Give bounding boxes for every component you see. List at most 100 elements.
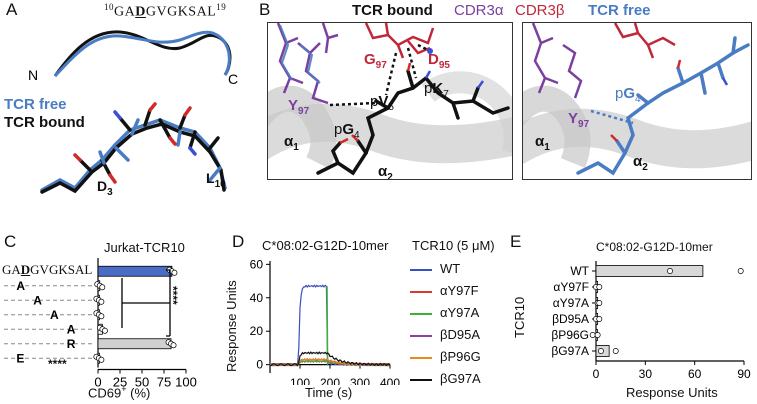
c-terminus-label: C: [228, 71, 238, 87]
d-x-tick-label: 400: [380, 376, 400, 385]
panel-d-legend: WT αY97F αY97A βD95A βP96G βG97A: [410, 258, 481, 390]
panel-d-title: C*08:02-G12D-10mer: [262, 238, 389, 253]
panel-d-conc: TCR10 (5 μM): [412, 238, 495, 253]
d-legend-label: αY97A: [440, 305, 480, 320]
label-g97-bound: G97: [364, 51, 387, 71]
panel-d-xlabel: Time (s): [305, 385, 353, 400]
title-cdr3a: CDR3α: [454, 2, 504, 19]
d-legend-item: αY97F: [410, 280, 481, 302]
d-y-tick-label: 40: [250, 291, 264, 305]
e-y-tick-label: βG97A: [551, 344, 589, 358]
c-point: [98, 313, 105, 320]
label-y97-free: Y97: [568, 110, 590, 130]
d-legend-item: βG97A: [410, 368, 481, 390]
d-series-line: [269, 284, 391, 367]
e-x-tick-label: 0: [593, 367, 600, 381]
e-point: [596, 284, 603, 290]
d-y-tick-label: 60: [250, 257, 264, 271]
e-y-tick-label: βD95A: [552, 312, 589, 326]
d-series-line: [269, 351, 391, 367]
panel-a-sequence: 10GADGVGKSAL19: [104, 2, 226, 21]
label-y97-bound: Y97: [288, 97, 310, 117]
d-legend-item: αY97A: [410, 302, 481, 324]
panel-e-xlabel: Response Units: [626, 385, 718, 400]
c-row-residue: A: [16, 279, 25, 293]
d-legend-swatch: [410, 268, 432, 271]
e-point: [597, 348, 604, 354]
stick-model: [40, 102, 227, 194]
e-point: [596, 316, 603, 322]
d-x-tick-label: 100: [290, 376, 310, 385]
e-point: [594, 332, 601, 338]
d-legend-label: βG97A: [440, 371, 481, 386]
title-tcr-free: TCR free: [588, 2, 651, 19]
c-x-tick-label: 0: [94, 375, 101, 390]
structure-free-image: [523, 23, 751, 176]
e-x-tick-label: 30: [639, 367, 653, 381]
residue-l10-label: L10: [206, 170, 226, 190]
seq-end-index: 19: [216, 2, 227, 12]
panel-d-chart: 0 20 40 60 100 200 300 400: [250, 257, 400, 385]
d-legend-swatch: [410, 378, 432, 381]
panel-e-chart: 0 30 60 90 WT αY97F αY97A βD95A βP96G βG97A: [551, 261, 751, 381]
c-x-tick-label: 100: [175, 375, 197, 390]
e-point: [737, 268, 744, 274]
e-x-tick-label: 90: [737, 367, 751, 381]
e-y-tick-label: WT: [570, 264, 589, 278]
c-point: [98, 356, 105, 363]
c-point: [99, 284, 106, 291]
d-x-tick-label: 200: [320, 376, 340, 385]
panel-a-label: A: [6, 0, 18, 19]
d-legend-label: αY97F: [440, 283, 479, 298]
panel-c-title: Jurkat-TCR10: [104, 240, 185, 255]
d-legend-swatch: [410, 334, 432, 337]
c-x-tick-label: 75: [157, 375, 171, 390]
c-row-residue: A: [33, 293, 42, 307]
legend-tcr-free: TCR free: [4, 96, 67, 113]
panel-c-label: C: [4, 232, 17, 251]
sig-top: ****: [166, 286, 180, 305]
c-bar: [97, 265, 173, 277]
d-legend-label: βD95A: [440, 327, 480, 342]
d-y-tick-label: 20: [250, 324, 264, 338]
seq-pre: GA: [114, 4, 136, 20]
c-point: [101, 327, 108, 334]
label-alpha2-free: α2: [633, 153, 648, 173]
e-x-tick-label: 60: [688, 367, 702, 381]
d-y-tick-label: 0: [256, 358, 263, 372]
free-backbone-trace: [53, 30, 231, 78]
d-legend-label: WT: [440, 261, 461, 276]
c-row-residue: A: [67, 322, 76, 336]
d-legend-swatch: [410, 290, 432, 293]
c-row-residue: A: [50, 308, 59, 322]
c-point: [170, 342, 177, 349]
structure-bound-image: [268, 23, 512, 176]
e-point: [596, 300, 603, 306]
panel-e-label: E: [510, 232, 522, 251]
d-legend-item: WT: [410, 258, 481, 280]
title-cdr3b: CDR3β: [515, 2, 565, 19]
c-sig-bracket: [121, 269, 171, 337]
e-point: [612, 348, 619, 354]
sig-bottom: ****: [48, 357, 67, 371]
seq-row-first: GADGVGKSAL: [2, 262, 93, 277]
label-pv5: pV5: [370, 93, 394, 113]
seq-post: GVGKSAL: [145, 4, 217, 20]
c-point: [98, 298, 105, 305]
structure-free-box: pG4 Y97 α1 α2: [522, 22, 752, 180]
c-row-residue: R: [67, 337, 76, 351]
c-point: [171, 269, 178, 276]
c-row-residue: E: [16, 351, 24, 365]
panel-e-title: C*08:02-G12D-10mer: [596, 240, 713, 254]
panel-b-label: B: [259, 0, 271, 19]
panel-c-xlabel: CD69+ (%): [88, 384, 151, 401]
d-x-tick-label: 300: [350, 376, 370, 385]
d-legend-item: βP96G: [410, 346, 481, 368]
label-alpha1-bound: α1: [284, 133, 299, 153]
label-d95: D95: [428, 51, 450, 71]
panel-d-label: D: [232, 232, 245, 251]
label-pg4-free: pG4: [615, 85, 641, 105]
d-legend-swatch: [410, 312, 432, 315]
legend-tcr-bound: TCR bound: [4, 114, 85, 131]
seq-mutation: D: [135, 4, 146, 20]
